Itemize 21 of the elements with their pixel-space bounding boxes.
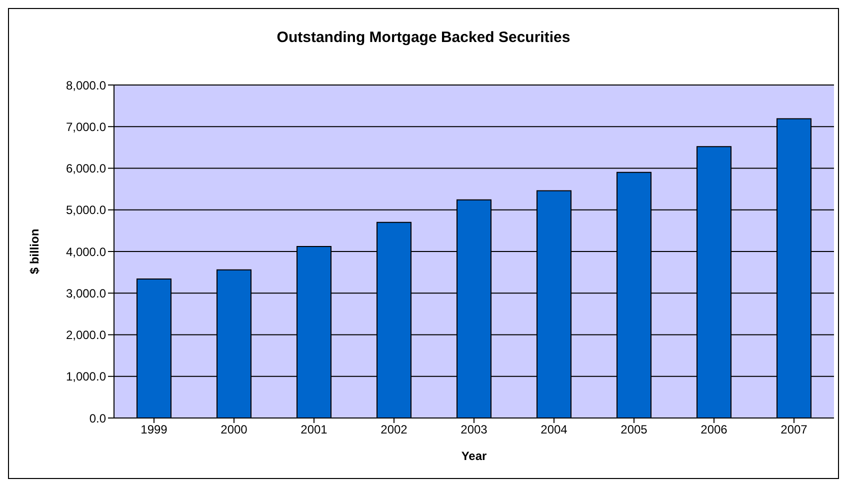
y-tick-label: 5,000.0: [66, 203, 106, 218]
x-tick-label: 2004: [540, 422, 568, 437]
x-tick-label: 2007: [780, 422, 808, 437]
x-tick-label: 2000: [220, 422, 248, 437]
y-tick-label: 2,000.0: [66, 328, 106, 342]
y-tick-label: 8,000.0: [66, 78, 106, 92]
y-tick-label: 3,000.0: [66, 286, 106, 300]
x-axis-title: Year: [461, 449, 488, 463]
y-tick-label: 7,000.0: [66, 120, 106, 134]
y-tick-label: 0.0: [89, 411, 106, 426]
x-tick-label: 2001: [300, 422, 328, 437]
x-tick-label: 2002: [380, 422, 408, 437]
y-tick-label: 6,000.0: [66, 162, 106, 176]
y-axis-title: $ billion: [27, 228, 42, 274]
y-tick-label: 1,000.0: [66, 370, 106, 384]
x-tick-label: 2006: [700, 422, 728, 437]
x-tick-label: 2003: [460, 422, 488, 437]
x-tick-label: 2005: [620, 422, 648, 437]
y-tick-label: 4,000.0: [66, 244, 106, 259]
x-tick-label: 1999: [140, 422, 168, 437]
chart-title: Outstanding Mortgage Backed Securities: [276, 29, 572, 46]
